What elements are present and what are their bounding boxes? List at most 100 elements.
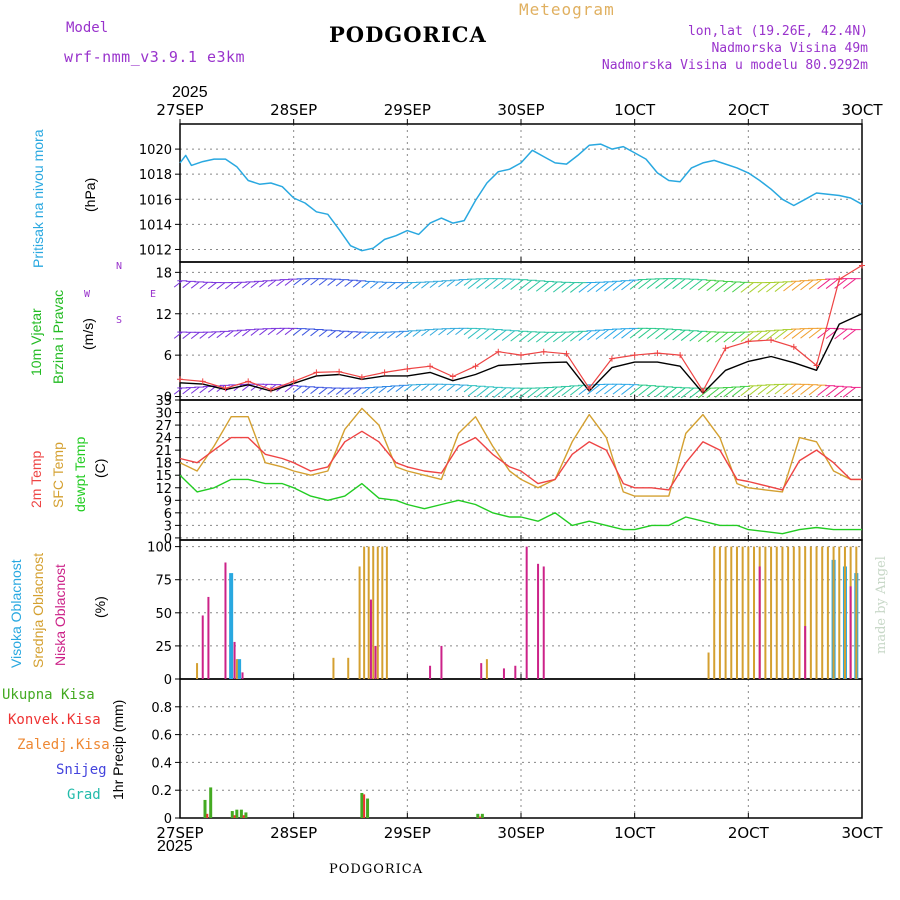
mid-cloud-bar (735, 546, 738, 679)
wind-barb (493, 387, 507, 398)
wind-barb (783, 328, 797, 340)
wind-barb (714, 281, 729, 292)
wind-barb (604, 383, 618, 395)
compass-w: W (84, 289, 91, 300)
wind-barb (199, 281, 209, 289)
wind-barb (774, 281, 788, 292)
wind-barb (493, 278, 507, 290)
wind-barb (732, 331, 746, 343)
wind-barb (216, 282, 226, 290)
wind-barb (344, 279, 354, 287)
wind-barb (395, 384, 405, 393)
wind-barb (182, 387, 192, 395)
wind-gust-marker (495, 348, 502, 355)
mid-cloud-bar (821, 546, 824, 679)
wind-barb (587, 384, 601, 395)
conv-precip-bar (242, 815, 245, 818)
date-label-bottom: 3OCT (842, 824, 884, 842)
wind-barb (429, 328, 439, 336)
wind-barb (510, 387, 524, 399)
conv-precip-bar (233, 815, 236, 818)
mid-cloud-bar (376, 546, 379, 679)
wind-ytick-label: 6 (164, 349, 172, 364)
mid-cloud-bar (718, 546, 721, 679)
wind-barb (604, 280, 618, 292)
wind-gust-marker (631, 352, 638, 359)
low-cloud-bar (758, 566, 761, 679)
wind-barb (327, 387, 337, 395)
pressure-ytick-label: 1012 (139, 243, 172, 258)
wind-barb (284, 385, 294, 393)
low-cloud-bar (525, 546, 528, 679)
cloud-ytick-label: 25 (155, 640, 172, 655)
wind-barb (318, 329, 328, 337)
wind-barb (587, 281, 601, 293)
wind-gust-marker (404, 365, 411, 372)
wind-barb (817, 385, 831, 396)
wind-barb (173, 280, 183, 288)
wind-barb (190, 281, 200, 289)
wind-barb (467, 278, 481, 289)
wind-barb (395, 282, 405, 290)
wind-barb (612, 383, 626, 395)
wind-barb (259, 280, 268, 288)
total-precip-bar (230, 811, 234, 818)
wind-barb (344, 387, 354, 395)
wind-barb (552, 386, 567, 397)
low-cloud-bar (480, 663, 483, 679)
compass-e: E (150, 289, 157, 300)
mid-cloud-bar (855, 546, 858, 679)
cloud-ytick-label: 50 (155, 607, 172, 622)
mid-cloud-bar (730, 546, 733, 679)
wind-barb (455, 384, 464, 392)
wind-gust-marker (245, 378, 252, 385)
wind-barb (421, 329, 430, 337)
wind-barb (352, 387, 362, 395)
temp-ytick-label: 0 (164, 532, 172, 547)
wind-barb (361, 387, 371, 395)
wind-gust-marker (745, 338, 752, 345)
wind-barb (361, 331, 371, 339)
wind-gust-marker (813, 362, 820, 369)
wind-barb (629, 279, 643, 290)
wind-barb (412, 281, 422, 289)
wind-barb (476, 386, 490, 398)
wind-gust-marker (586, 385, 593, 392)
wind-barb (438, 383, 447, 392)
wind-barb (680, 278, 695, 290)
wind-barb (740, 385, 754, 397)
wind-barb (386, 385, 396, 393)
low-cloud-bar (502, 668, 505, 679)
wind-barb (680, 387, 695, 399)
temp-ytick-label: 33 (155, 394, 172, 409)
wind-barb (421, 383, 430, 391)
wind-barb (757, 384, 771, 395)
cloud-ytick-label: 75 (155, 574, 172, 589)
conv-precip-bar (206, 813, 209, 818)
mid-cloud-bar (385, 546, 388, 679)
mid-cloud-bar (367, 546, 370, 679)
wind-barb (552, 331, 567, 343)
wind-barb (544, 331, 558, 343)
wind-barb (259, 328, 268, 336)
wind-barb (182, 331, 192, 339)
wind-barb (732, 386, 746, 397)
mid-cloud-bar (485, 659, 488, 679)
elevation-label: Nadmorska Visina 49m (711, 41, 868, 56)
wind-barb (646, 385, 660, 397)
wind-barb (476, 328, 490, 340)
total-precip-bar (244, 812, 248, 818)
wind-barb (706, 331, 720, 343)
date-label-top: 3OCT (842, 101, 884, 119)
legend-hail: Grad (67, 787, 101, 803)
mid-cloud-bar (713, 546, 716, 679)
wind-barb (552, 281, 567, 293)
temp-ytick-label: 27 (155, 419, 172, 434)
wind-barb (501, 387, 516, 399)
wind-barb (561, 385, 575, 397)
wind-barb (250, 280, 260, 289)
wind-barb (800, 384, 814, 395)
wind-barb (501, 278, 516, 290)
wind-ytick-label: 0 (164, 391, 172, 406)
wind-barb (225, 282, 234, 290)
